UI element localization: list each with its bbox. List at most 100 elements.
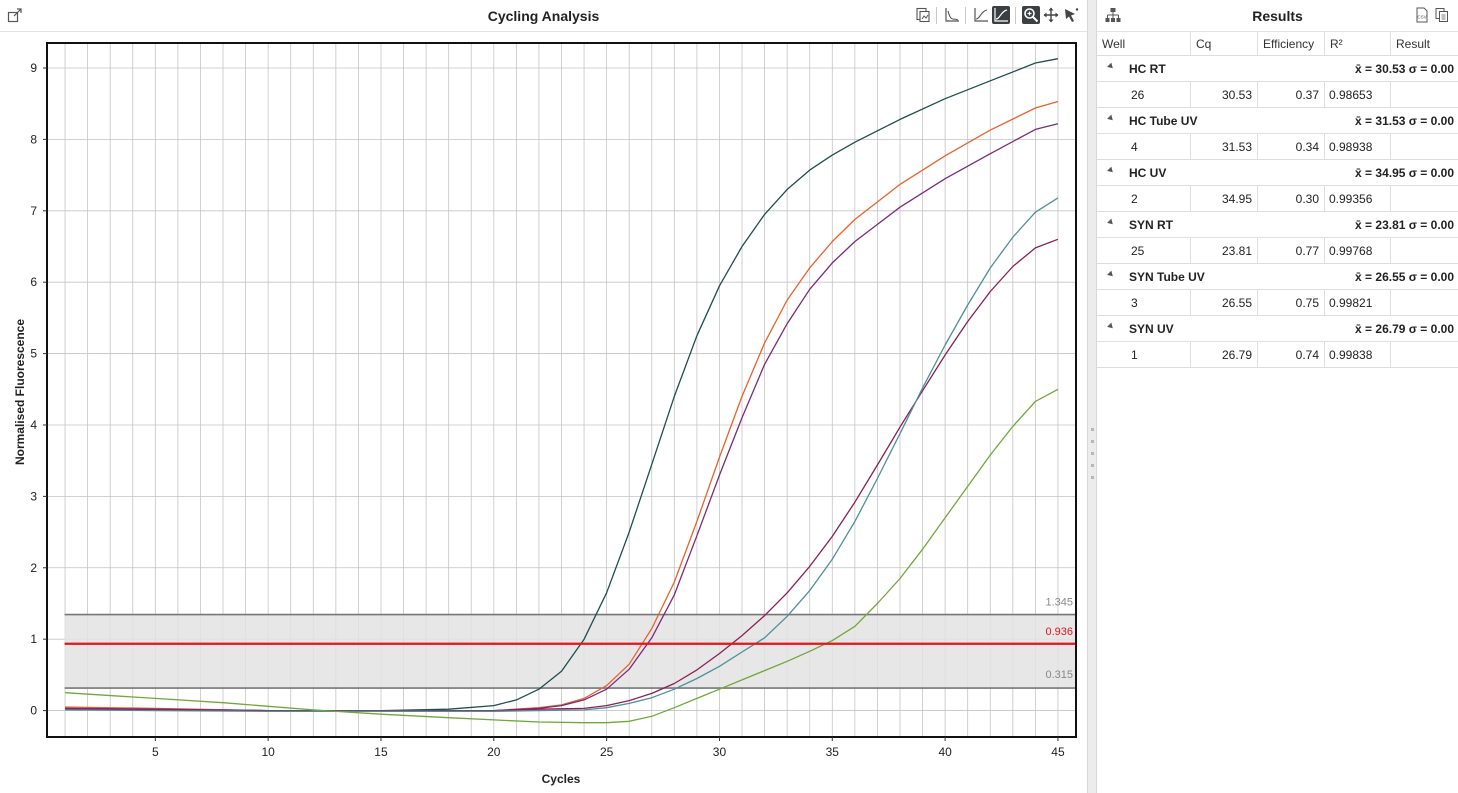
y-tick-label: 3: [30, 489, 37, 503]
result-cell: [1391, 186, 1458, 211]
y-tick-label: 8: [30, 132, 37, 146]
x-tick-label: 15: [374, 745, 388, 759]
table-row[interactable]: 1 26.79 0.74 0.99838: [1097, 342, 1458, 368]
x-tick-label: 40: [938, 745, 952, 759]
group-name: SYN RT: [1129, 218, 1174, 232]
zoom-icon[interactable]: [1022, 6, 1040, 24]
log-scale-icon[interactable]: [943, 6, 961, 24]
y-tick-label: 1: [30, 632, 37, 646]
hierarchy-icon[interactable]: [1104, 6, 1122, 24]
well-cell: 3: [1097, 290, 1191, 315]
well-cell: 25: [1097, 238, 1191, 263]
efficiency-cell: 0.75: [1258, 290, 1325, 315]
collapse-triangle-icon[interactable]: [1107, 114, 1115, 123]
series-line: [65, 197, 1059, 712]
table-row[interactable]: 2 34.95 0.30 0.99356: [1097, 186, 1458, 212]
table-row[interactable]: 25 23.81 0.77 0.99768: [1097, 238, 1458, 264]
copy-results-icon[interactable]: [1433, 6, 1451, 24]
r2-cell: 0.99838: [1325, 342, 1391, 367]
x-tick-label: 35: [826, 745, 840, 759]
column-header-well[interactable]: Well: [1097, 32, 1191, 55]
r2-cell: 0.99768: [1325, 238, 1391, 263]
cq-cell: 26.55: [1191, 290, 1258, 315]
result-cell: [1391, 290, 1458, 315]
group-name: HC UV: [1129, 166, 1167, 180]
table-row[interactable]: 4 31.53 0.34 0.98938: [1097, 134, 1458, 160]
results-table-header: Well Cq Efficiency R² Result: [1097, 32, 1458, 56]
x-tick-label: 20: [487, 745, 501, 759]
table-row[interactable]: 3 26.55 0.75 0.99821: [1097, 290, 1458, 316]
group-name: SYN Tube UV: [1129, 270, 1205, 284]
group-name: HC Tube UV: [1129, 114, 1198, 128]
result-cell: [1391, 134, 1458, 159]
y-tick-label: 7: [30, 204, 37, 218]
x-tick-label: 45: [1051, 745, 1065, 759]
group-stat: x̄ = 26.55 σ = 0.00: [1355, 270, 1454, 284]
cq-cell: 31.53: [1191, 134, 1258, 159]
group-row[interactable]: HC UV x̄ = 34.95 σ = 0.00: [1097, 160, 1458, 186]
r2-cell: 0.99356: [1325, 186, 1391, 211]
collapse-triangle-icon[interactable]: [1107, 270, 1115, 279]
band-upper-label: 1.345: [1045, 597, 1073, 609]
collapse-triangle-icon[interactable]: [1107, 322, 1115, 331]
expand-icon[interactable]: [6, 6, 24, 24]
column-header-efficiency[interactable]: Efficiency: [1258, 32, 1325, 55]
select-arrow-icon[interactable]: [1062, 6, 1080, 24]
svg-text:CSV: CSV: [1417, 15, 1426, 20]
table-row[interactable]: 26 30.53 0.37 0.98653: [1097, 82, 1458, 108]
group-row[interactable]: HC RT x̄ = 30.53 σ = 0.00: [1097, 56, 1458, 82]
group-name: HC RT: [1129, 62, 1166, 76]
collapse-triangle-icon[interactable]: [1107, 166, 1115, 175]
threshold-label: 0.936: [1045, 626, 1073, 638]
threshold-icon[interactable]: [972, 6, 990, 24]
series-line: [65, 388, 1059, 724]
efficiency-cell: 0.30: [1258, 186, 1325, 211]
cq-cell: 34.95: [1191, 186, 1258, 211]
x-tick-label: 25: [600, 745, 614, 759]
well-cell: 4: [1097, 134, 1191, 159]
y-tick-label: 6: [30, 275, 37, 289]
group-row[interactable]: SYN Tube UV x̄ = 26.55 σ = 0.00: [1097, 264, 1458, 290]
x-tick-label: 10: [261, 745, 275, 759]
column-header-cq[interactable]: Cq: [1191, 32, 1258, 55]
well-cell: 26: [1097, 82, 1191, 107]
efficiency-cell: 0.34: [1258, 134, 1325, 159]
cycling-analysis-panel: Cycling Analysis 1.345 0.936 0.315 5 10 15 20 2…: [0, 0, 1087, 793]
y-tick-label: 2: [30, 561, 37, 575]
x-tick-label: 5: [152, 745, 159, 759]
copy-image-icon[interactable]: [914, 6, 932, 24]
collapse-triangle-icon[interactable]: [1107, 62, 1115, 71]
y-tick-label: 9: [30, 61, 37, 75]
r2-cell: 0.98938: [1325, 134, 1391, 159]
y-axis-label: Normalised Fluorescence: [13, 319, 27, 465]
cq-cell: 30.53: [1191, 82, 1258, 107]
series-line: [65, 238, 1059, 712]
x-axis-label: Cycles: [542, 772, 581, 786]
export-csv-icon[interactable]: CSV: [1413, 6, 1431, 24]
group-stat: x̄ = 30.53 σ = 0.00: [1355, 62, 1454, 76]
r2-cell: 0.99821: [1325, 290, 1391, 315]
normalise-icon[interactable]: [992, 6, 1010, 24]
group-stat: x̄ = 34.95 σ = 0.00: [1355, 166, 1454, 180]
y-tick-label: 4: [30, 418, 37, 432]
r2-cell: 0.98653: [1325, 82, 1391, 107]
well-cell: 1: [1097, 342, 1191, 367]
chart-toolbar: Cycling Analysis: [0, 0, 1087, 32]
y-tick-label: 0: [30, 704, 37, 718]
group-row[interactable]: HC Tube UV x̄ = 31.53 σ = 0.00: [1097, 108, 1458, 134]
group-stat: x̄ = 26.79 σ = 0.00: [1355, 322, 1454, 336]
column-header-r2[interactable]: R²: [1325, 32, 1391, 55]
results-title: Results: [1252, 8, 1303, 24]
cq-cell: 23.81: [1191, 238, 1258, 263]
group-row[interactable]: SYN RT x̄ = 23.81 σ = 0.00: [1097, 212, 1458, 238]
efficiency-cell: 0.37: [1258, 82, 1325, 107]
column-header-result[interactable]: Result: [1396, 37, 1431, 51]
group-row[interactable]: SYN UV x̄ = 26.79 σ = 0.00: [1097, 316, 1458, 342]
efficiency-cell: 0.77: [1258, 238, 1325, 263]
collapse-triangle-icon[interactable]: [1107, 218, 1115, 227]
panel-splitter[interactable]: [1087, 0, 1097, 793]
x-tick-label: 30: [713, 745, 727, 759]
pan-icon[interactable]: [1042, 6, 1060, 24]
efficiency-cell: 0.74: [1258, 342, 1325, 367]
